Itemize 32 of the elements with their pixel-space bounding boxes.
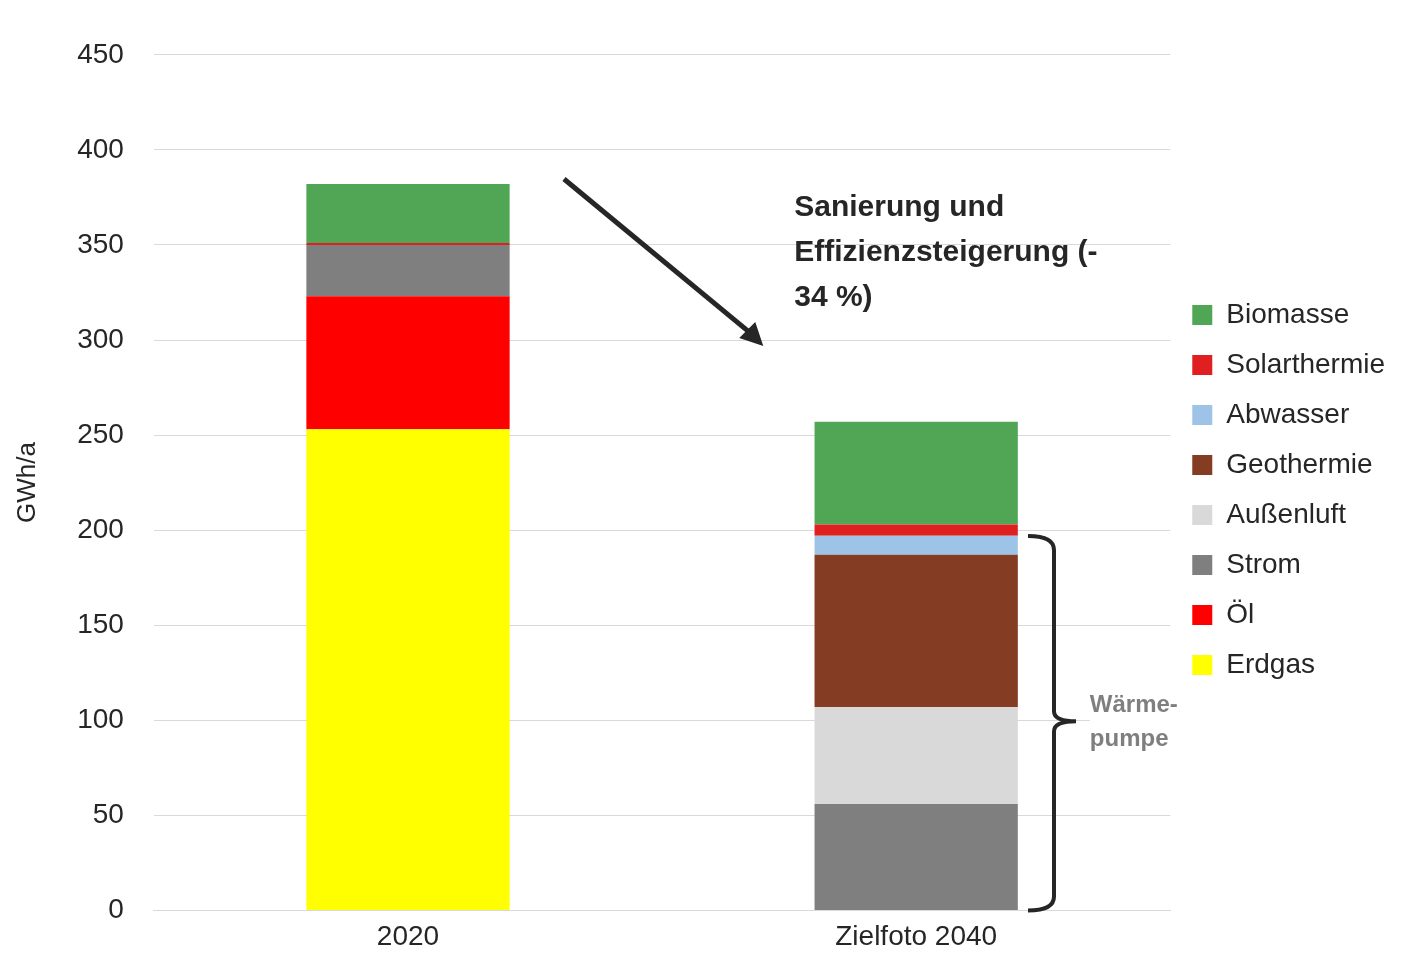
y-tick-label: 100 [77,702,124,734]
legend-label: Abwasser [1226,397,1350,429]
bar [306,429,510,910]
y-tick-label: 350 [77,227,124,259]
annotation: Wärme-pumpe [1089,687,1190,756]
y-tick-label: 200 [77,512,124,544]
legend-label: Strom [1226,547,1301,579]
y-tick-label: 450 [77,37,124,69]
x-tick-label: Zielfoto 2040 [835,919,998,951]
legend-label: Biomasse [1226,297,1350,329]
y-tick-label: 300 [77,322,124,354]
legend-label: Solarthermie [1226,347,1385,379]
bar [306,296,510,430]
y-axis-title: GWh/a [10,441,41,524]
bar [814,421,1018,525]
bar [814,524,1018,536]
y-tick-label: 50 [92,798,124,830]
bar [814,535,1018,555]
bar [814,554,1018,707]
y-tick-label: 400 [77,132,124,164]
legend-label: Geothermie [1226,447,1373,479]
bar [814,803,1018,910]
legend-label: Öl [1226,597,1255,629]
bar [306,244,510,297]
y-tick-label: 150 [77,607,124,639]
y-tick-label: 250 [77,417,124,449]
y-tick-label: 0 [108,893,124,925]
legend-label: Erdgas [1226,647,1315,679]
annotation: Sanierung und Effizienzsteigerung (- 34 %) [794,188,1099,315]
bar [306,184,510,244]
x-tick-label: 2020 [376,919,440,951]
legend-label: Außenluft [1226,497,1347,529]
